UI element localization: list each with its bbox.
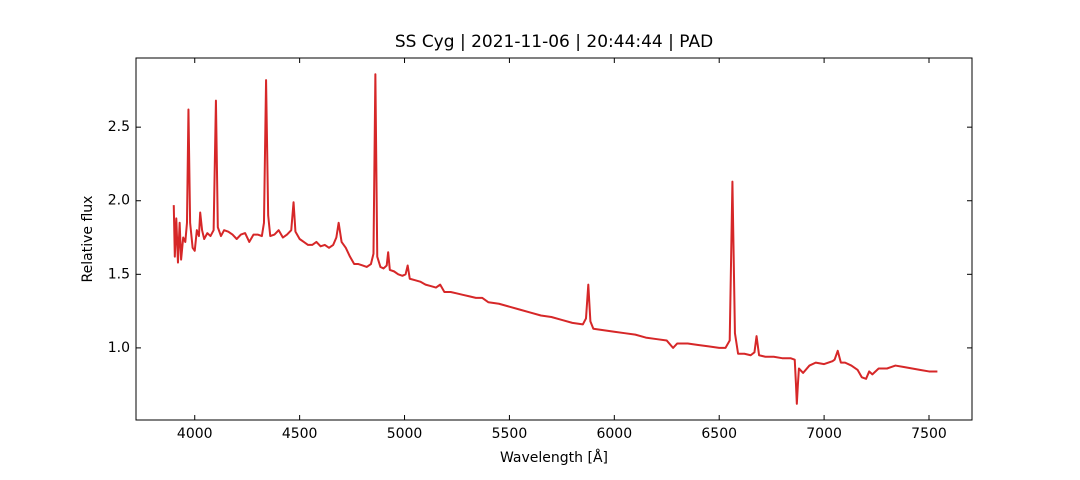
x-tick-label: 5000 xyxy=(387,426,423,442)
y-tick-label: 2.5 xyxy=(108,119,130,135)
y-axis-label: Relative flux xyxy=(80,196,96,283)
y-tick-label: 1.0 xyxy=(108,340,130,356)
y-tick-label: 2.0 xyxy=(108,193,130,209)
x-tick-label: 7500 xyxy=(911,426,947,442)
x-tick-label: 4000 xyxy=(177,426,213,442)
spectrum-line xyxy=(172,73,938,405)
chart-title: SS Cyg | 2021-11-06 | 20:44:44 | PAD xyxy=(395,32,713,52)
x-axis-label: Wavelength [Å] xyxy=(500,449,608,466)
x-tick-label: 4500 xyxy=(282,426,318,442)
x-tick-label: 7000 xyxy=(806,426,842,442)
x-tick-label: 6500 xyxy=(701,426,737,442)
y-tick-label: 1.5 xyxy=(108,266,130,282)
x-tick-label: 5500 xyxy=(492,426,528,442)
x-tick-label: 6000 xyxy=(596,426,632,442)
plot-frame xyxy=(135,57,973,421)
